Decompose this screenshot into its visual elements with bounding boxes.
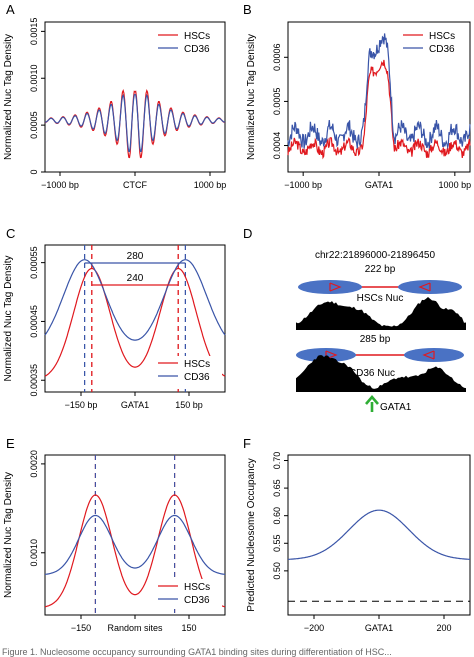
spacing-label: 240 [127,273,144,284]
bottom-tri-right [422,350,435,360]
y-tick-label: 0.0004 [272,132,282,160]
hscs-nuc-track [296,297,466,330]
y-tick-label: 0.65 [272,479,282,497]
panel-letter: A [6,2,15,17]
series-line-hscs [287,59,471,160]
plot-frame [287,454,471,616]
panel-d-region: chr22:21896000-21896450 [315,250,436,261]
panel-c: C Normalized Nuc Tag Density 0.00035 0.0004… [3,226,226,410]
x-tick-label: 1000 bp [439,180,472,190]
panel-d-site-label: GATA1 [380,402,412,413]
x-tick-label: 200 [436,623,451,633]
panel-d: D chr22:21896000-21896450 222 bp HSCs Nu… [243,226,466,413]
y-tick-label: 0.70 [272,452,282,470]
y-tick-label: 0.55 [272,535,282,553]
x-tick-label: −1000 bp [284,180,322,190]
top-tri-left [329,282,342,292]
top-tri-right [418,282,431,292]
series-line-cd36 [287,33,471,150]
panel-d-bottom-spacing: 285 bp [360,334,391,345]
panel-e: E Normalized Nuc Tag Density 0.0010 0.0020 −… [3,436,226,633]
panel-letter: E [6,436,15,451]
panel-d-letter: D [243,226,252,241]
cd36-nuc-track [296,355,466,392]
legend-entry: HSCs [429,31,455,42]
series-line-hscs [44,267,226,377]
y-axis-label: Normalized Nuc Tag Density [3,472,14,598]
x-tick-label: GATA1 [121,400,149,410]
x-tick-label: −200 [304,623,324,633]
y-tick-label: 0.50 [272,562,282,580]
panel-a: A Normalized Nuc Tag Density 0 0.0005 0.0010… [3,2,226,190]
spacing-label: 280 [127,251,144,262]
panel-letter: B [243,2,252,17]
legend-box [154,356,222,386]
x-tick-label: 150 [181,623,196,633]
gata1-arrow-icon [365,395,379,412]
y-axis-label: Normalized Nuc Tag Density [3,256,14,382]
x-tick-label: −150 [71,623,91,633]
series-line-hscs [44,88,226,159]
y-axis-label: Predicted Nucleosome Occupancy [246,458,257,611]
x-tick-label: −1000 bp [41,180,79,190]
series-line-predicted [288,509,470,560]
x-tick-label: 1000 bp [194,180,227,190]
panel-d-top-spacing: 222 bp [365,264,396,275]
legend-entry: HSCs [184,582,210,593]
series-line-cd36 [44,514,226,575]
y-tick-label: 0 [29,169,39,174]
panel-d-bottom-label: CD36 Nuc [349,368,395,379]
legend-entry: CD36 [429,44,455,55]
x-tick-label: −150 bp [65,400,98,410]
panel-letter: F [243,436,251,451]
figure-caption: Figure 1. Nucleosome occupancy surroundi… [2,647,392,657]
panel-letter: C [6,226,15,241]
legend-box [154,28,222,58]
y-tick-label: 0.0005 [272,88,282,116]
legend-box [399,28,467,58]
y-tick-label: 0.00045 [29,305,39,338]
y-axis-label: Normalized Nuc Tag Density [246,34,257,160]
panel-f: F Predicted Nucleosome Occupancy 0.50 0.55 0… [243,436,471,633]
y-axis-label: Normalized Nuc Tag Density [3,34,14,160]
y-tick-label: 0.0005 [29,111,39,139]
panel-d-top-label: HSCs Nuc [357,293,404,304]
y-tick-label: 0.60 [272,507,282,525]
panel-b: B Normalized Nuc Tag Density 0.0004 0.0005 0… [243,2,471,190]
x-tick-label: 150 bp [175,400,203,410]
legend-entry: CD36 [184,595,210,606]
y-tick-label: 0.00055 [29,246,39,279]
x-tick-label: Random sites [107,623,163,633]
x-tick-label: CTCF [123,180,147,190]
series-line-cd36 [44,259,226,341]
x-tick-label: GATA1 [365,623,393,633]
series-line-hscs [44,494,226,608]
legend-entry: CD36 [184,44,210,55]
y-tick-label: 0.00035 [29,364,39,397]
legend-box [154,579,222,609]
y-tick-label: 0.0020 [29,450,39,478]
y-tick-label: 0.0010 [29,64,39,92]
y-tick-label: 0.0010 [29,539,39,567]
series-line-cd36 [44,93,226,153]
x-tick-label: GATA1 [365,180,393,190]
legend-entry: HSCs [184,31,210,42]
y-tick-label: 0.0006 [272,44,282,72]
legend-entry: HSCs [184,359,210,370]
y-tick-label: 0.0015 [29,18,39,46]
legend-entry: CD36 [184,372,210,383]
